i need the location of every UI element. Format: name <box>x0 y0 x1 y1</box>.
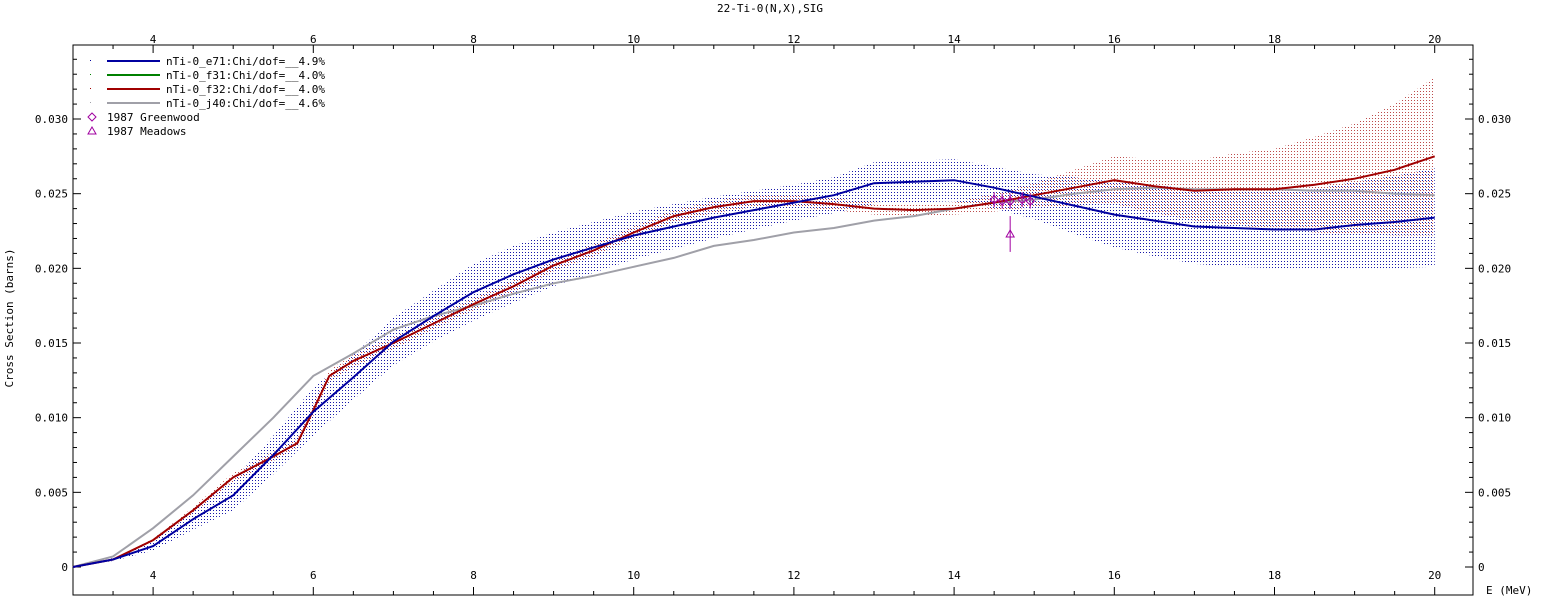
data-point-diamond <box>1025 196 1035 206</box>
legend-dot <box>90 60 91 61</box>
x-tick-label-bottom: 14 <box>947 569 961 582</box>
legend-label: nTi-0_f32:Chi/dof=__4.0% <box>166 83 325 96</box>
series-line-2 <box>72 155 1436 568</box>
x-tick-label-top: 8 <box>470 33 477 46</box>
x-tick-label-top: 10 <box>627 33 640 46</box>
x-tick-label-bottom: 16 <box>1108 569 1121 582</box>
axis-ticks: 4 4 6 6 8 8 10 10 12 12 14 14 16 16 18 18 20 20 0 0 0.005 0.0… <box>35 33 1511 595</box>
legend-dot <box>90 88 91 89</box>
data-point-diamond <box>1017 194 1027 205</box>
y-tick-label-right: 0 <box>1478 561 1485 574</box>
x-tick-label-top: 12 <box>787 33 800 46</box>
x-tick-label-top: 6 <box>310 33 317 46</box>
chart-title: 22-Ti-0(N,X),SIG <box>717 2 823 15</box>
plot-frame <box>72 44 1474 596</box>
legend-dot <box>90 74 91 75</box>
experimental-points <box>989 192 1035 252</box>
y-tick-label-right: 0.010 <box>1478 412 1511 425</box>
legend: nTi-0_e71:Chi/dof=__4.9%nTi-0_f31:Chi/do… <box>87 55 325 138</box>
uncertainty-band-2 <box>73 77 1435 567</box>
y-tick-label-left: 0 <box>61 561 68 574</box>
y-tick-label-right: 0.030 <box>1478 113 1511 126</box>
y-tick-label-left: 0.005 <box>35 486 68 499</box>
data-point-triangle <box>1005 228 1016 238</box>
x-tick-label-top: 18 <box>1268 33 1281 46</box>
y-tick-label-left: 0.015 <box>35 337 68 350</box>
y-tick-label-left: 0.030 <box>35 113 68 126</box>
legend-marker-triangle <box>87 125 97 135</box>
x-tick-label-bottom: 12 <box>787 569 800 582</box>
y-tick-label-left: 0.020 <box>35 262 68 275</box>
x-tick-label-bottom: 8 <box>470 569 477 582</box>
y-tick-label-right: 0.025 <box>1478 188 1511 201</box>
uncertainty-bands <box>73 77 1435 568</box>
y-tick-label-right: 0.015 <box>1478 337 1511 350</box>
y-axis-label: Cross Section (barns) <box>3 248 16 387</box>
x-tick-label-bottom: 10 <box>627 569 640 582</box>
legend-dot <box>90 102 91 103</box>
data-point-diamond <box>989 194 999 205</box>
y-tick-label-left: 0.025 <box>35 188 68 201</box>
x-axis-label: E (MeV) <box>1486 584 1532 597</box>
x-tick-label-top: 4 <box>150 33 157 46</box>
legend-marker-diamond <box>87 112 97 122</box>
legend-label: nTi-0_e71:Chi/dof=__4.9% <box>166 55 325 68</box>
data-point-diamond <box>1005 196 1015 206</box>
legend-label: nTi-0_j40:Chi/dof=__4.6% <box>166 97 325 110</box>
x-tick-label-top: 14 <box>947 33 961 46</box>
x-tick-label-bottom: 4 <box>150 569 157 582</box>
legend-label: 1987 Greenwood <box>107 111 200 124</box>
legend-label: nTi-0_f31:Chi/dof=__4.0% <box>166 69 325 82</box>
x-tick-label-bottom: 20 <box>1428 569 1441 582</box>
x-tick-label-top: 20 <box>1428 33 1441 46</box>
series-line-0 <box>72 179 1435 568</box>
x-tick-label-bottom: 6 <box>310 569 317 582</box>
y-tick-label-left: 0.010 <box>35 412 68 425</box>
legend-label: 1987 Meadows <box>107 125 186 138</box>
x-tick-label-top: 16 <box>1108 33 1121 46</box>
y-tick-label-right: 0.005 <box>1478 486 1511 499</box>
y-tick-label-right: 0.020 <box>1478 262 1511 275</box>
series-lines <box>72 155 1436 568</box>
x-tick-label-bottom: 18 <box>1268 569 1281 582</box>
data-point-diamond <box>997 196 1007 206</box>
